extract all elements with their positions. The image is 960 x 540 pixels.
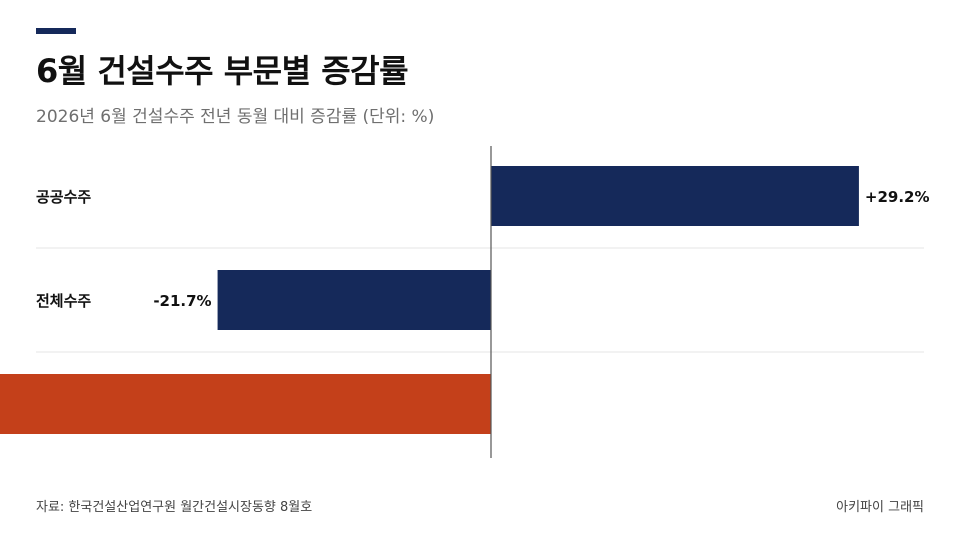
bar-3 bbox=[0, 374, 492, 434]
chart-title: 6월 건설수주 부문별 증감률 bbox=[36, 52, 409, 90]
chart-subtitle: 2026년 6월 건설수주 전년 동월 대비 증감률 (단위: %) bbox=[36, 107, 435, 127]
value-label-2: -21.7% bbox=[153, 292, 211, 310]
graphic-credit: 아키파이 그래픽 bbox=[836, 500, 924, 515]
category-label-1: 공공수주 bbox=[36, 188, 91, 206]
source-note: 자료: 한국건설산업연구원 월간건설시장동향 8월호 bbox=[36, 500, 313, 515]
value-label-1: +29.2% bbox=[865, 188, 930, 206]
bar-1 bbox=[491, 166, 859, 226]
category-label-2: 전체수주 bbox=[36, 292, 91, 310]
title-accent-bar bbox=[36, 28, 76, 34]
bar-2 bbox=[217, 270, 491, 330]
